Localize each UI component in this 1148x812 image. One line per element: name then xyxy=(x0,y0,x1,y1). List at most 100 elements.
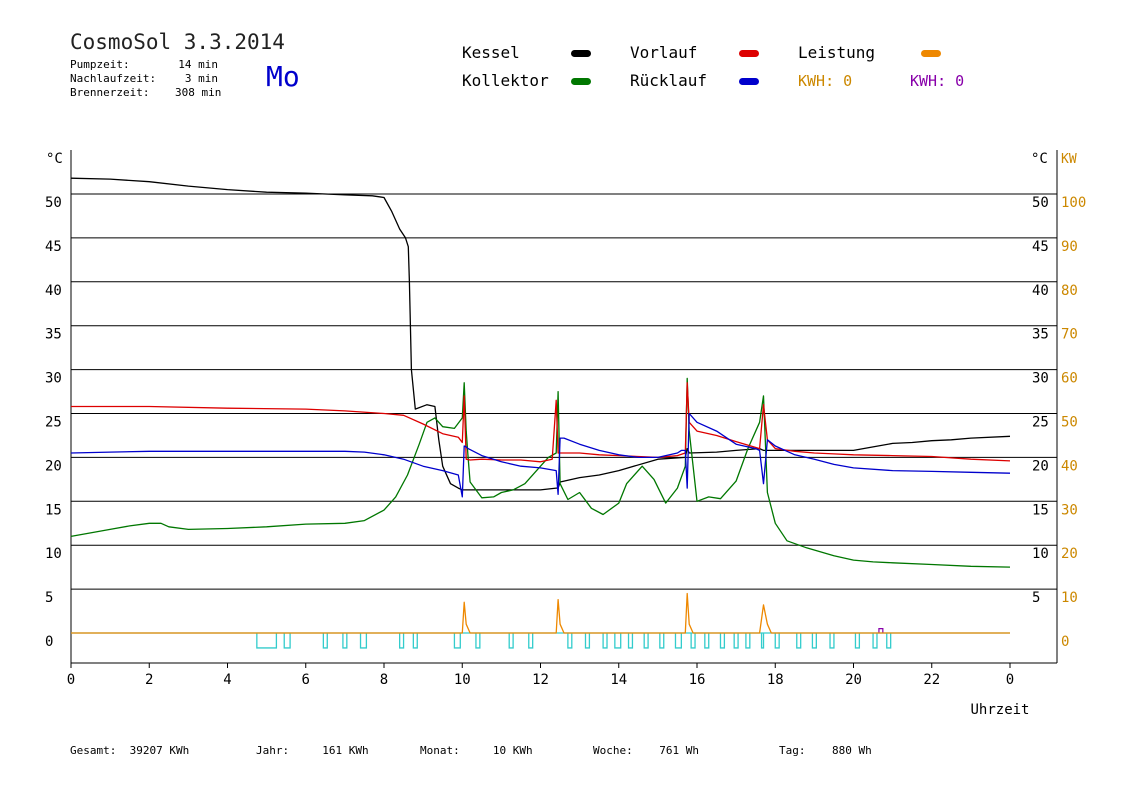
x-tick-label: 4 xyxy=(223,672,231,688)
x-tick-label: 12 xyxy=(532,672,549,688)
footer-label: Woche: xyxy=(593,744,633,757)
legend-leistung-label: Leistung xyxy=(798,43,876,62)
footer-label: Jahr: xyxy=(256,744,290,757)
purple-pulse xyxy=(878,628,884,633)
y-right-tick-label: 15 xyxy=(1032,502,1049,518)
footer-jahr: Jahr: 161 KWh xyxy=(256,744,369,757)
legend-kessel-swatch xyxy=(571,50,591,57)
footer-label: Gesamt: xyxy=(70,744,117,757)
weekday-label: Mo xyxy=(266,60,300,93)
x-tick-label: 16 xyxy=(689,672,706,688)
footer-monat: Monat: 10 KWh xyxy=(420,744,533,757)
legend-kessel-label: Kessel xyxy=(462,43,520,62)
y-right-tick-label: 10 xyxy=(1032,546,1049,562)
y-kw-tick-label: 80 xyxy=(1061,283,1078,299)
y-left-tick-label: 40 xyxy=(45,283,62,299)
pump-pulse xyxy=(567,633,573,649)
legend-vorlauf-label: Vorlauf xyxy=(630,43,698,62)
y-left-tick-label: 15 xyxy=(45,502,62,518)
footer-value: 880 Wh xyxy=(832,744,872,757)
pump-pulse xyxy=(674,633,682,649)
stat-value: 308 min xyxy=(175,86,222,99)
pump-pulse xyxy=(359,633,368,649)
y-right-tick-label: 5 xyxy=(1032,590,1040,606)
legend-ruecklauf-label: Rücklauf xyxy=(630,71,708,90)
kessel-line xyxy=(70,177,1011,491)
pump-pulse xyxy=(602,633,608,649)
y-kw-tick-label: 60 xyxy=(1061,371,1078,387)
y-left-unit: °C xyxy=(46,151,63,167)
footer-value: 39207 KWh xyxy=(129,744,190,757)
stat-pumpzeit: Pumpzeit: 14 min xyxy=(70,58,218,71)
x-tick-label: 18 xyxy=(767,672,784,688)
legend-ruecklauf-swatch xyxy=(739,78,759,85)
pump-pulse xyxy=(733,633,739,649)
y-right-tick-label: 25 xyxy=(1032,415,1049,431)
y-left-tick-label: 50 xyxy=(45,195,62,211)
pump-pulse xyxy=(774,633,780,649)
y-kw-tick-label: 10 xyxy=(1061,590,1078,606)
stat-nachlaufzeit: Nachlaufzeit: 3 min xyxy=(70,72,218,85)
footer-value: 161 KWh xyxy=(322,744,369,757)
y-kw-tick-label: 30 xyxy=(1061,502,1078,518)
pump-pulse xyxy=(528,633,534,649)
x-tick-label: 0 xyxy=(67,672,75,688)
pump-pulse xyxy=(584,633,591,649)
pump-pulse xyxy=(342,633,348,649)
y-left-tick-label: 25 xyxy=(45,415,62,431)
pump-pulse xyxy=(643,633,649,649)
y-right-tick-label: 20 xyxy=(1032,458,1049,474)
stat-value: 14 min xyxy=(178,58,218,71)
y-kw-tick-label: 20 xyxy=(1061,546,1078,562)
y-left-tick-label: 20 xyxy=(45,458,62,474)
y-right-tick-label: 35 xyxy=(1032,327,1049,343)
y-kw-tick-label: 100 xyxy=(1061,195,1086,211)
stat-label: Nachlaufzeit: xyxy=(70,72,157,85)
footer-woche: Woche: 761 Wh xyxy=(593,744,699,757)
x-tick-label: 6 xyxy=(302,672,310,688)
y-kw-unit: KW xyxy=(1061,152,1077,167)
x-tick-label: 22 xyxy=(923,672,940,688)
legend-kollektor-swatch xyxy=(571,78,591,85)
pump-pulse xyxy=(829,633,835,649)
pump-pulse xyxy=(719,633,726,649)
pump-pulse xyxy=(627,633,634,649)
kwh-orange-label: KWH: 0 xyxy=(798,72,853,90)
y-left-tick-label: 30 xyxy=(45,371,62,387)
y-right-tick-label: 45 xyxy=(1032,239,1049,255)
chart-labels: 0 2 4 6 8 10 12 14 16 18 20 22 0 Uhrzeit °C 0 5 10 15 20 25 3… xyxy=(45,151,1086,718)
stat-label: Pumpzeit: xyxy=(70,58,130,71)
x-tick-label: 14 xyxy=(610,672,627,688)
footer-tag: Tag: 880 Wh xyxy=(779,744,872,757)
leistung-line xyxy=(71,592,1010,634)
footer-value: 10 KWh xyxy=(492,744,533,757)
stat-brennerzeit: Brennerzeit: 308 min xyxy=(70,86,221,99)
y-right-tick-label: 40 xyxy=(1032,283,1049,299)
kwh-purple-label: KWH: 0 xyxy=(910,72,965,90)
footer-label: Monat: xyxy=(420,744,460,757)
legend-vorlauf-swatch xyxy=(739,50,759,57)
y-right-tick-label: 50 xyxy=(1032,195,1049,211)
kollektor-line xyxy=(70,377,1011,568)
x-tick-label: 2 xyxy=(145,672,153,688)
y-right-tick-label: 30 xyxy=(1032,371,1049,387)
pump-pulse xyxy=(256,633,278,649)
footer-label: Tag: xyxy=(779,744,806,757)
y-left-tick-label: 10 xyxy=(45,546,62,562)
legend-leistung-swatch xyxy=(921,50,941,57)
pump-pulse xyxy=(398,633,405,649)
chart-title: CosmoSol 3.3.2014 xyxy=(70,30,285,54)
pump-pulse xyxy=(690,633,696,649)
y-left-tick-label: 45 xyxy=(45,239,62,255)
y-left-tick-label: 35 xyxy=(45,327,62,343)
ruecklauf-line xyxy=(70,412,1011,498)
footer-value: 761 Wh xyxy=(659,744,699,757)
y-kw-tick-label: 90 xyxy=(1061,239,1078,255)
y-right-unit: °C xyxy=(1031,151,1048,167)
x-tick-label: 10 xyxy=(454,672,471,688)
vorlauf-line xyxy=(71,382,1011,463)
y-left-tick-label: 0 xyxy=(45,634,53,650)
pump-pulse xyxy=(659,633,665,649)
pump-pulse xyxy=(811,633,817,649)
